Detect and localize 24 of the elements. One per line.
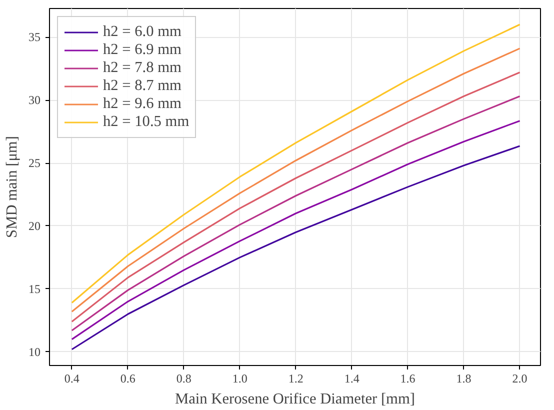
legend-label: h2 = 6.0 mm <box>103 23 182 41</box>
x-tick-label: 1.2 <box>288 372 304 386</box>
x-tick-label: 2.0 <box>512 372 528 386</box>
x-tick-label: 1.8 <box>456 372 472 386</box>
legend-label: h2 = 8.7 mm <box>103 77 182 95</box>
x-axis-title: Main Kerosene Orifice Diameter [mm] <box>174 390 416 408</box>
legend-label: h2 = 6.9 mm <box>103 41 182 59</box>
x-tick-label: 1.6 <box>400 372 416 386</box>
y-tick-label: 30 <box>28 93 40 108</box>
x-tick-label: 0.4 <box>64 372 80 386</box>
y-tick-label: 10 <box>28 344 40 359</box>
legend-label: h2 = 9.6 mm <box>103 95 182 113</box>
y-tick-label: 25 <box>28 156 40 170</box>
x-tick-label: 1.4 <box>344 372 360 386</box>
y-tick-label: 20 <box>28 218 40 233</box>
x-tick-label: 0.8 <box>176 372 192 386</box>
y-tick-label: 15 <box>28 282 40 296</box>
line-series <box>71 145 521 350</box>
legend-label: h2 = 7.8 mm <box>103 59 182 77</box>
x-tick-label: 0.6 <box>120 372 136 386</box>
x-tick-label: 1.0 <box>232 372 248 386</box>
legend-label: h2 = 10.5 mm <box>103 113 190 131</box>
y-axis-title: SMD main [μm] <box>4 136 20 238</box>
y-tick-label: 35 <box>28 30 40 44</box>
